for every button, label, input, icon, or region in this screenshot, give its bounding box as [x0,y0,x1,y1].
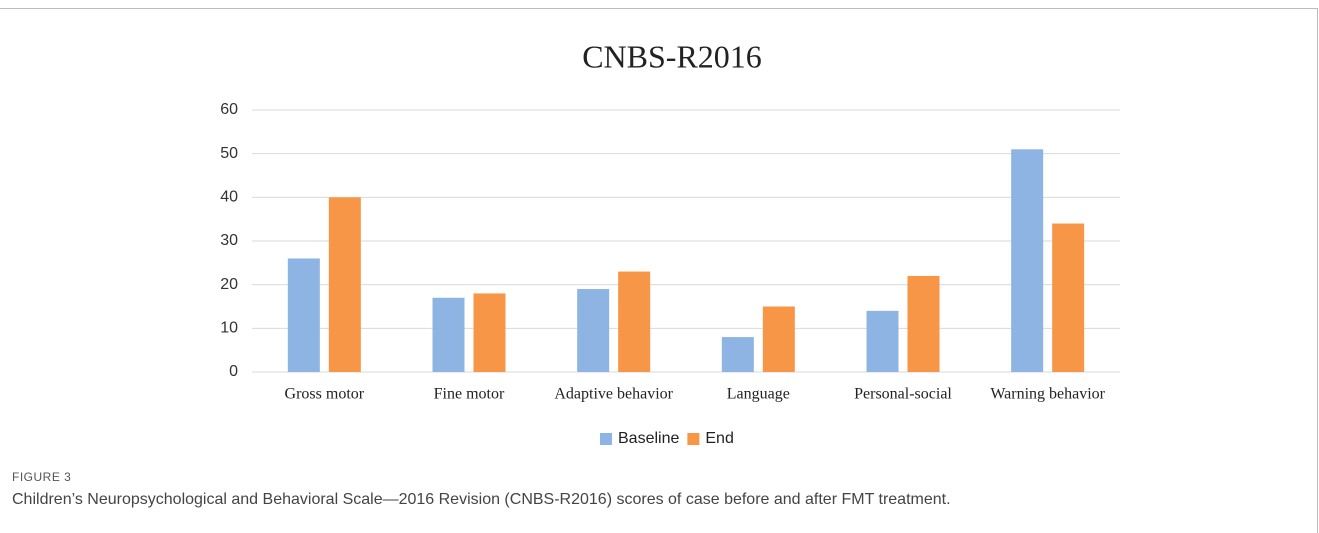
bar [762,306,795,372]
bar [1011,149,1044,372]
x-tick-label: Gross motor [285,386,365,403]
bar [473,293,506,372]
bar [328,197,361,372]
bar [287,258,320,372]
x-tick-label: Language [727,386,790,403]
bar [618,271,651,372]
legend-swatch [687,433,700,445]
bar [1052,223,1085,372]
x-tick-label: Personal-social [854,386,952,403]
caption-label: FIGURE 3 [12,470,72,484]
y-tick-label: 30 [220,232,238,249]
y-tick-label: 10 [220,320,238,337]
figure-frame [0,8,1318,533]
bar [721,337,754,372]
x-tick-label: Warning behavior [990,386,1105,403]
bar [432,297,465,372]
y-tick-label: 0 [229,363,238,380]
chart: CNBS-R2016 0 10 20 30 40 50 60 Gross motor Fine … [220,38,1120,447]
y-tick-label: 20 [220,276,238,293]
x-tick-label: Adaptive behavior [554,386,673,403]
y-tick-label: 50 [220,145,238,162]
legend-label: Baseline [618,430,679,447]
caption-text: Children’s Neuropsychological and Behavi… [12,491,951,508]
bar [577,289,610,372]
bar [907,275,940,372]
x-tick-label: Fine motor [434,386,505,403]
y-tick-label: 60 [220,101,238,118]
chart-title: CNBS-R2016 [582,38,762,74]
y-tick-label: 40 [220,189,238,206]
legend-swatch [600,433,612,445]
legend-label: End [705,430,733,447]
bar [866,310,899,372]
